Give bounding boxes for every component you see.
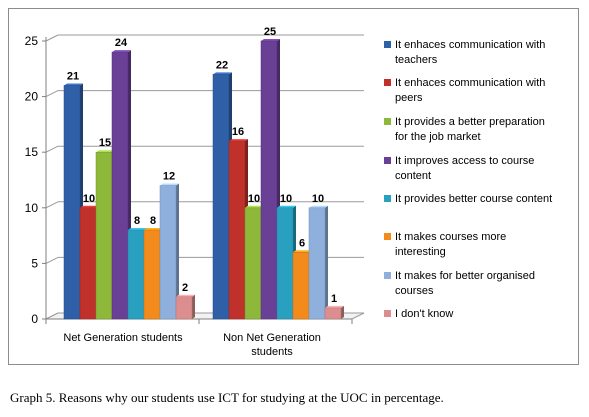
- data-label: 2: [182, 282, 188, 294]
- legend-label: It makes courses more: [395, 231, 506, 243]
- bar-top: [309, 205, 328, 208]
- bar-top: [325, 305, 344, 308]
- bar-top: [80, 205, 99, 208]
- gridline-depth: [45, 90, 59, 98]
- chart-caption: Graph 5. Reasons why our students use IC…: [10, 390, 444, 405]
- data-label: 22: [216, 59, 228, 71]
- gridline-depth: [45, 201, 59, 209]
- bar-top: [245, 205, 264, 208]
- bar: [244, 207, 262, 320]
- bar: [143, 229, 161, 320]
- y-tick-label: 25: [25, 34, 39, 48]
- bar-top: [144, 228, 163, 231]
- bar-side: [176, 183, 179, 319]
- bar: [159, 185, 177, 320]
- bar-side: [325, 205, 328, 319]
- data-label: 10: [312, 193, 324, 205]
- data-label: 21: [67, 70, 79, 82]
- legend-swatch: [384, 41, 391, 48]
- bar: [212, 74, 230, 320]
- bar-top: [176, 294, 195, 297]
- y-tick-label: 15: [25, 145, 39, 159]
- data-label: 10: [248, 193, 260, 205]
- legend-label: It enhaces communication with: [395, 77, 545, 89]
- legend-label: interesting: [395, 246, 446, 258]
- bar: [95, 151, 113, 320]
- legend-swatch: [384, 118, 391, 125]
- gridline-depth: [45, 34, 59, 42]
- legend-swatch: [384, 233, 391, 240]
- data-label: 25: [264, 26, 276, 38]
- bar: [175, 296, 193, 320]
- gridline-depth: [45, 145, 59, 153]
- bar: [292, 252, 310, 320]
- data-label: 15: [99, 137, 111, 149]
- bar: [228, 140, 246, 320]
- y-tick-label: 0: [31, 312, 38, 326]
- data-label: 10: [280, 193, 292, 205]
- bar: [276, 207, 294, 320]
- x-category-label: Non Net Generation: [223, 332, 321, 344]
- gridline-depth: [45, 256, 59, 264]
- legend-label: peers: [395, 92, 423, 104]
- bar-top: [112, 50, 131, 53]
- bar: [260, 40, 278, 320]
- data-label: 12: [163, 171, 175, 183]
- bar: [111, 51, 129, 320]
- bar-top: [229, 139, 248, 142]
- bar: [63, 85, 81, 320]
- legend-label: It improves access to course: [395, 155, 534, 167]
- legend-swatch: [384, 79, 391, 86]
- y-tick-label: 5: [31, 256, 38, 270]
- legend-label: courses: [395, 285, 434, 297]
- data-label: 6: [299, 237, 305, 249]
- legend-swatch: [384, 195, 391, 202]
- bar-side: [192, 294, 195, 319]
- legend-swatch: [384, 272, 391, 279]
- bar-top: [96, 150, 115, 153]
- bar-top: [213, 72, 232, 75]
- bar-top: [277, 205, 296, 208]
- bar: [127, 229, 145, 320]
- data-label: 24: [115, 37, 128, 49]
- bar-top: [64, 83, 83, 86]
- legend-label: It enhaces communication with: [395, 39, 545, 51]
- y-tick-label: 20: [25, 90, 39, 104]
- bar-side: [341, 305, 344, 319]
- bar: [324, 307, 342, 320]
- bar-top: [261, 39, 280, 41]
- bar-top: [160, 183, 179, 186]
- bar-top: [293, 250, 312, 253]
- bar: [308, 207, 326, 320]
- x-category-label: students: [251, 346, 293, 358]
- legend-label: It makes for better organised: [395, 270, 535, 282]
- data-label: 1: [331, 293, 337, 305]
- data-label: 8: [134, 215, 140, 227]
- bar-top: [128, 228, 147, 231]
- legend-label: content: [395, 170, 431, 182]
- data-label: 8: [150, 215, 156, 227]
- legend-label: It provides better course content: [395, 193, 552, 205]
- legend-label: for the job market: [395, 131, 481, 143]
- y-tick-label: 10: [25, 201, 39, 215]
- x-category-label: Net Generation students: [63, 332, 183, 344]
- bar: [79, 207, 97, 320]
- data-label: 10: [83, 193, 95, 205]
- legend-label: It provides a better preparation: [395, 116, 545, 128]
- legend-swatch: [384, 310, 391, 317]
- legend-label: I don't know: [395, 308, 453, 320]
- data-label: 16: [232, 126, 244, 138]
- legend-label: teachers: [395, 54, 438, 66]
- legend-swatch: [384, 157, 391, 164]
